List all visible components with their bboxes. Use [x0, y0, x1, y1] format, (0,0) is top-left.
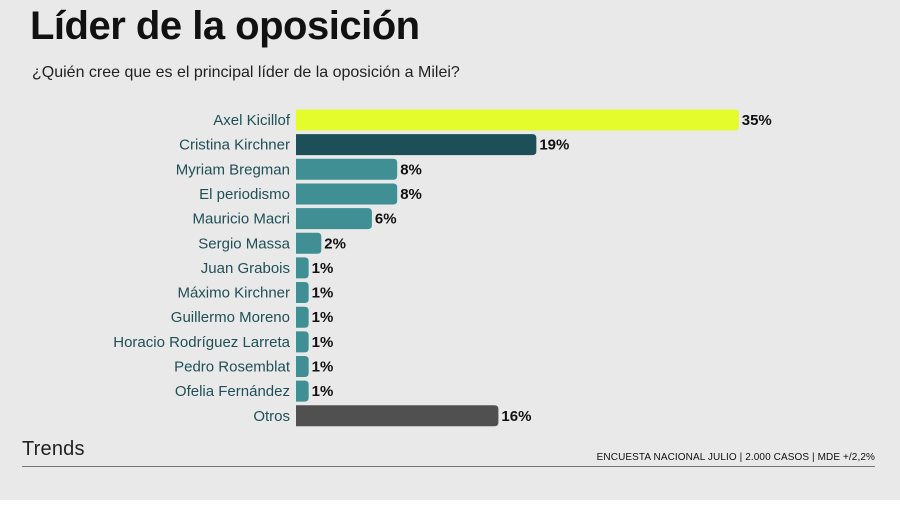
- value-label-juan-grabois: 1%: [312, 260, 334, 277]
- brand-logo: Trends: [22, 438, 85, 460]
- bar-juan-grabois: [296, 257, 309, 279]
- category-label-guillermo-moreno: Guillermo Moreno: [171, 309, 290, 326]
- bar-sergio-massa: [296, 232, 322, 254]
- value-label-mauricio-macri: 6%: [375, 211, 397, 228]
- category-label-cristina-kirchner: Cristina Kirchner: [179, 137, 290, 154]
- bar-mauricio-macri: [296, 208, 372, 230]
- source-note: ENCUESTA NACIONAL JULIO | 2.000 CASOS | …: [596, 452, 875, 463]
- bar-el-periodismo: [296, 183, 398, 205]
- page-title: Líder de la oposición: [30, 4, 420, 48]
- bar-axel-kicillof: [296, 109, 739, 131]
- value-label-sergio-massa: 2%: [324, 235, 346, 252]
- category-label-sergio-massa: Sergio Massa: [198, 235, 290, 252]
- value-label-myriam-bregman: 8%: [400, 161, 422, 178]
- value-label-el-periodismo: 8%: [400, 186, 422, 203]
- value-label-horacio-rodriguez-larreta: 1%: [312, 334, 334, 351]
- bar-pedro-rosemblat: [296, 356, 309, 377]
- value-label-cristina-kirchner: 19%: [539, 137, 569, 154]
- bar-ofelia-fernandez: [296, 380, 309, 402]
- bar-myriam-bregman: [296, 158, 398, 180]
- category-label-juan-grabois: Juan Grabois: [201, 260, 290, 277]
- category-label-maximo-kirchner: Máximo Kirchner: [177, 285, 290, 302]
- bar-guillermo-moreno: [296, 306, 309, 328]
- category-label-el-periodismo: El periodismo: [199, 186, 290, 203]
- page-subtitle: ¿Quién cree que es el principal líder de…: [32, 64, 460, 81]
- category-label-axel-kicillof: Axel Kicillof: [213, 112, 291, 129]
- category-label-mauricio-macri: Mauricio Macri: [192, 211, 290, 228]
- footer-divider: [22, 466, 875, 467]
- bar-cristina-kirchner: [296, 134, 537, 156]
- value-label-guillermo-moreno: 1%: [312, 309, 334, 326]
- bar-horacio-rodriguez-larreta: [296, 331, 309, 353]
- category-label-myriam-bregman: Myriam Bregman: [176, 161, 290, 178]
- category-label-otros: Otros: [253, 408, 290, 425]
- bar-chart: Axel Kicillof 35% Cristina Kirchner 19% Myri…: [113, 109, 772, 427]
- value-label-otros: 16%: [501, 408, 531, 425]
- value-label-maximo-kirchner: 1%: [312, 285, 334, 302]
- category-label-ofelia-fernandez: Ofelia Fernández: [175, 383, 290, 400]
- category-label-pedro-rosemblat: Pedro Rosemblat: [174, 359, 291, 376]
- value-label-ofelia-fernandez: 1%: [312, 383, 334, 400]
- category-label-horacio-rodriguez-larreta: Horacio Rodríguez Larreta: [113, 334, 290, 351]
- value-label-pedro-rosemblat: 1%: [312, 359, 334, 376]
- bar-maximo-kirchner: [296, 282, 309, 304]
- value-label-axel-kicillof: 35%: [742, 112, 772, 129]
- bar-otros: [296, 405, 499, 427]
